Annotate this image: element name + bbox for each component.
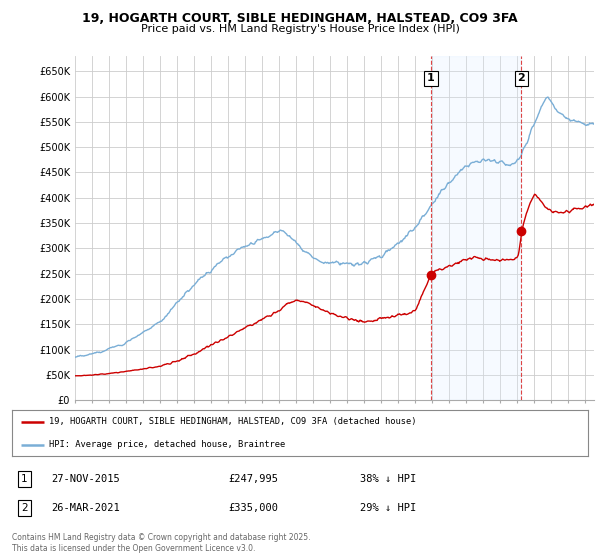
- Text: Price paid vs. HM Land Registry's House Price Index (HPI): Price paid vs. HM Land Registry's House …: [140, 24, 460, 34]
- Text: 19, HOGARTH COURT, SIBLE HEDINGHAM, HALSTEAD, CO9 3FA: 19, HOGARTH COURT, SIBLE HEDINGHAM, HALS…: [82, 12, 518, 25]
- Text: 19, HOGARTH COURT, SIBLE HEDINGHAM, HALSTEAD, CO9 3FA (detached house): 19, HOGARTH COURT, SIBLE HEDINGHAM, HALS…: [49, 417, 417, 427]
- Text: 1: 1: [21, 474, 28, 484]
- Text: 2: 2: [21, 503, 28, 513]
- Text: Contains HM Land Registry data © Crown copyright and database right 2025.
This d: Contains HM Land Registry data © Crown c…: [12, 533, 311, 553]
- Text: £247,995: £247,995: [228, 474, 278, 484]
- Text: £335,000: £335,000: [228, 503, 278, 513]
- Text: HPI: Average price, detached house, Braintree: HPI: Average price, detached house, Brai…: [49, 440, 286, 450]
- Text: 26-MAR-2021: 26-MAR-2021: [51, 503, 120, 513]
- Text: 38% ↓ HPI: 38% ↓ HPI: [360, 474, 416, 484]
- Text: 2: 2: [517, 73, 525, 83]
- Bar: [431, 56, 521, 400]
- Text: 27-NOV-2015: 27-NOV-2015: [51, 474, 120, 484]
- Text: 29% ↓ HPI: 29% ↓ HPI: [360, 503, 416, 513]
- Text: 1: 1: [427, 73, 435, 83]
